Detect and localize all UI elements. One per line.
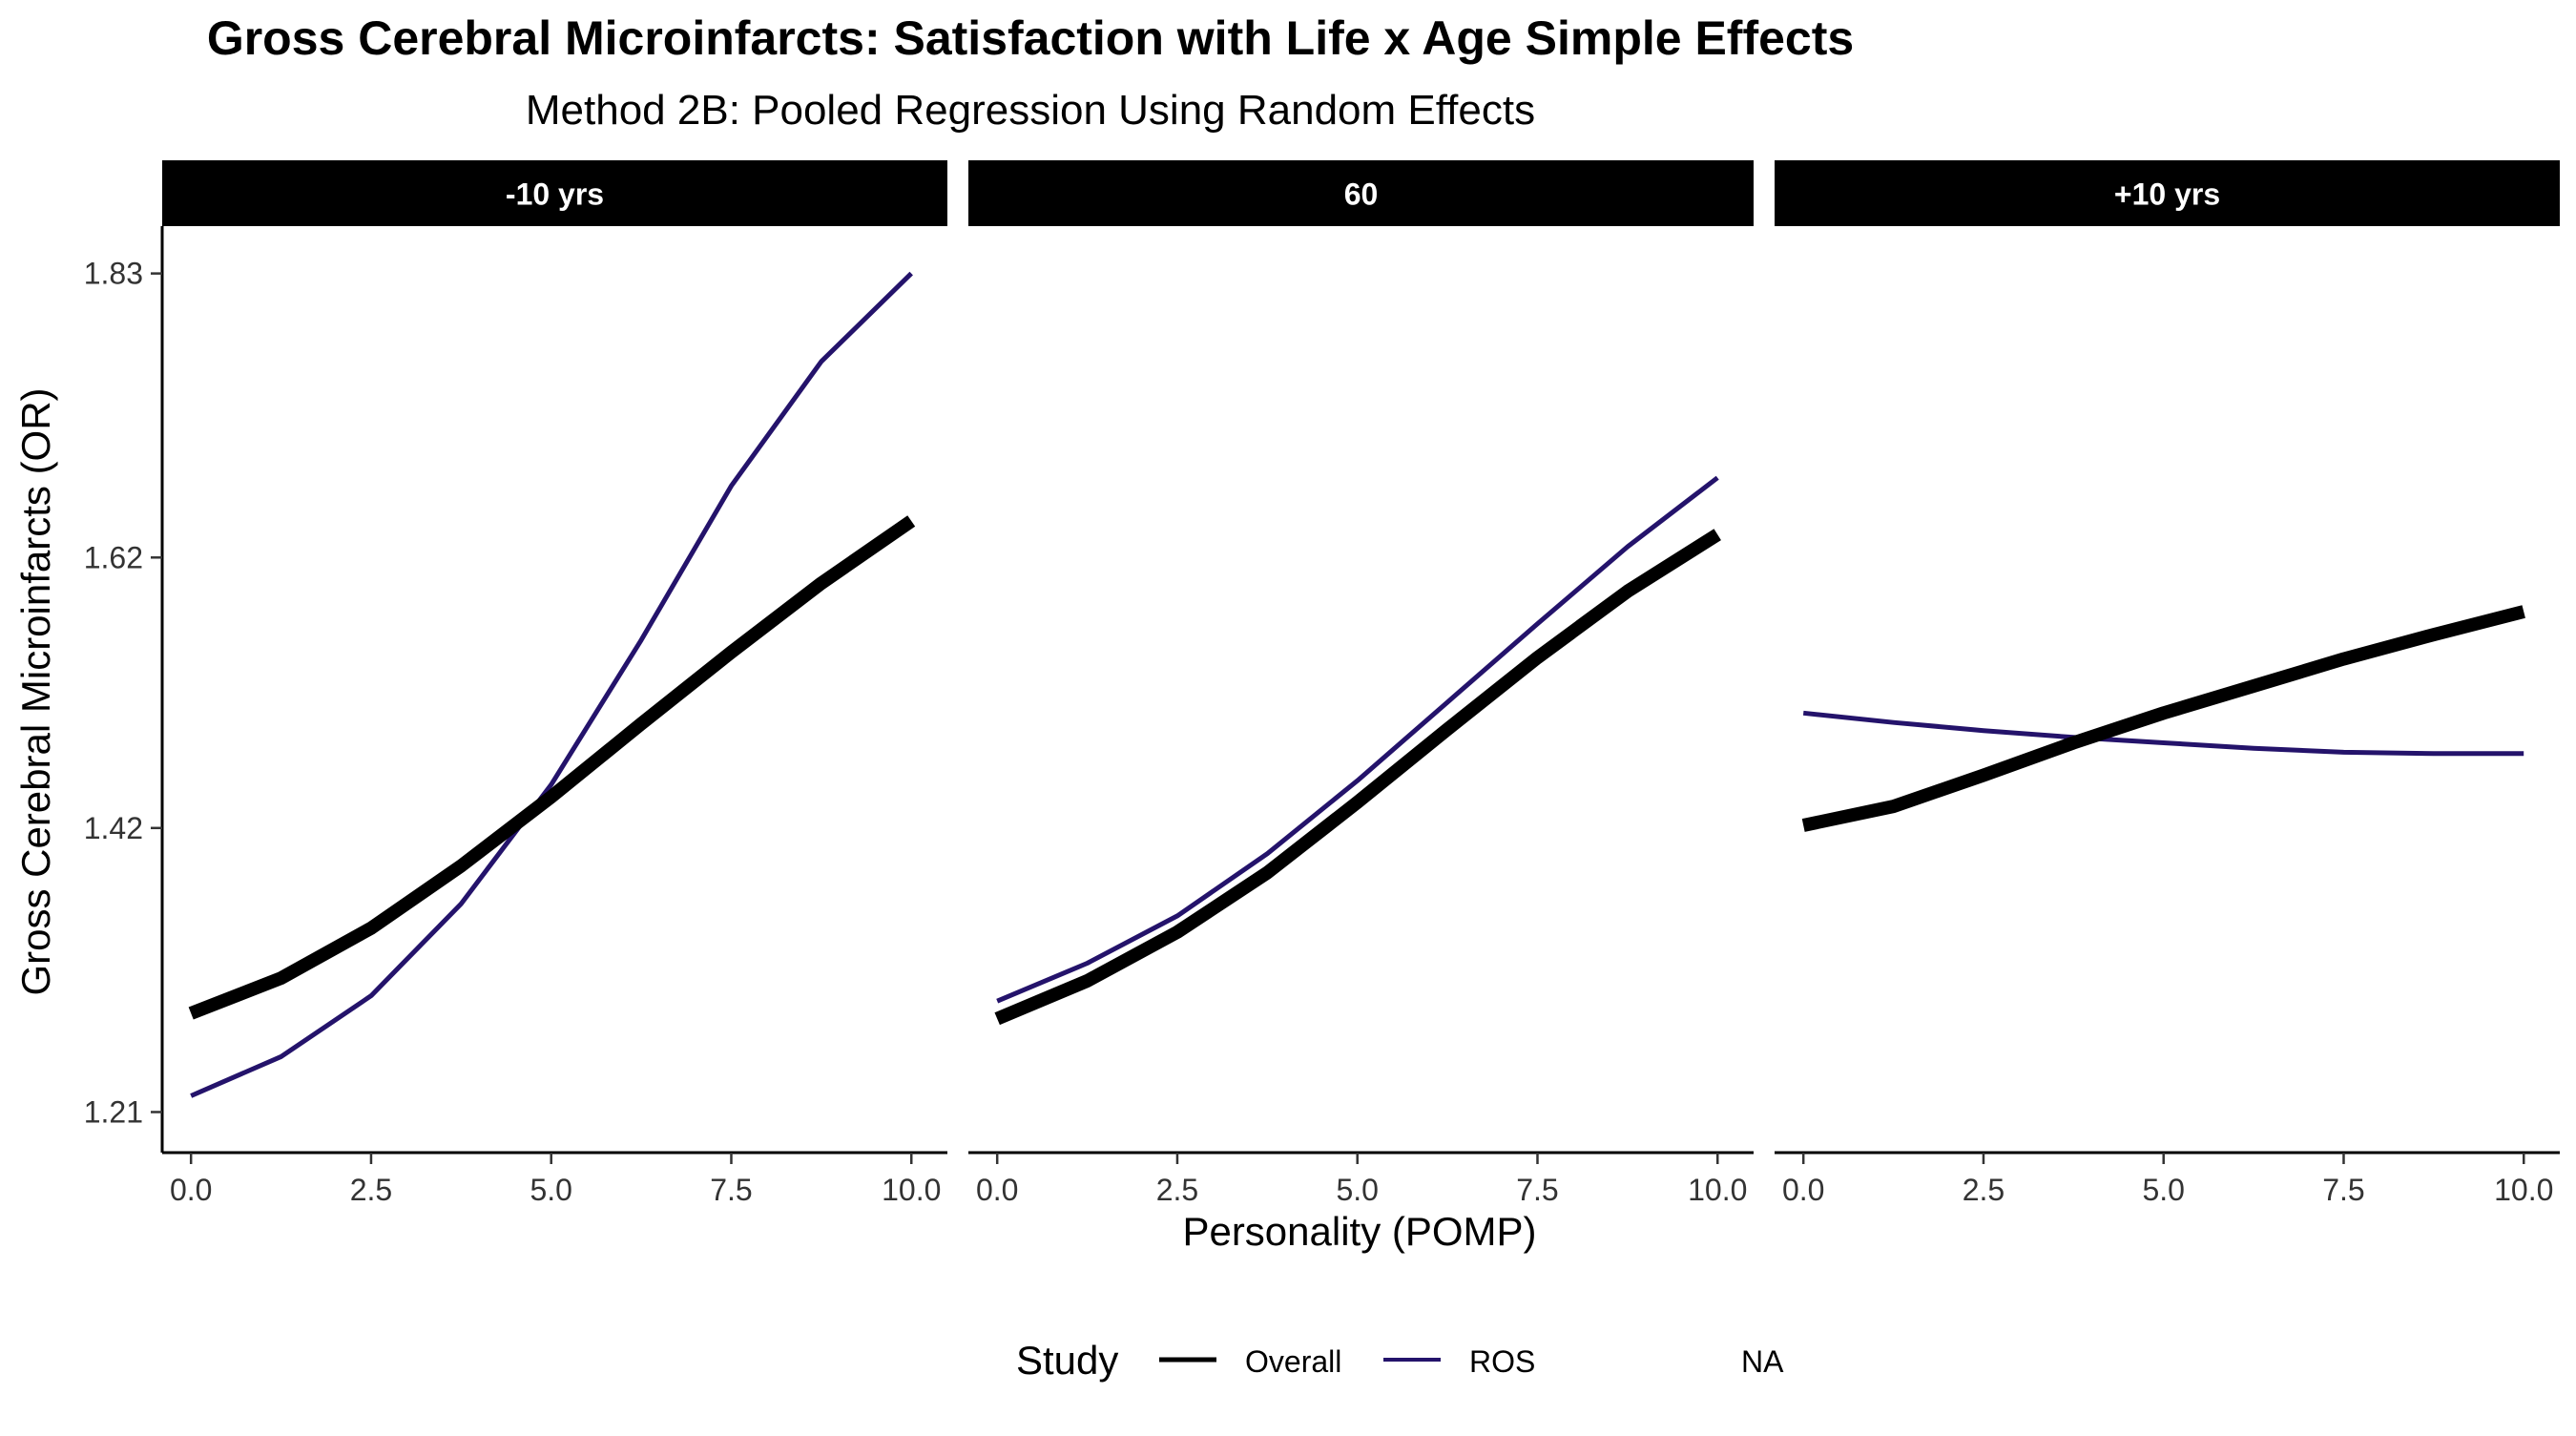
legend: Study Overall ROS NA (1016, 1338, 1784, 1383)
series-line-ros (1802, 710, 2524, 757)
x-tick-label: 2.5 (1156, 1173, 1198, 1207)
facet-panel: +10 yrs 0.0 2.5 5.0 7.5 10.0 (1775, 160, 2560, 1207)
facet-strip (1775, 160, 2560, 226)
series-line-ros (190, 271, 913, 1098)
facet-strip-label: 60 (1344, 177, 1379, 212)
legend-title: Study (1016, 1338, 1118, 1383)
x-tick-label: 7.5 (710, 1173, 752, 1207)
x-axis-label: Personality (POMP) (1182, 1209, 1536, 1254)
y-axis-label: Gross Cerebral Microinfarcts (OR) (13, 387, 58, 995)
facet-strip (162, 160, 947, 226)
x-tick-label: 2.5 (1963, 1173, 2005, 1207)
facet-panels: -10 yrs 0.0 2.5 5.0 7.5 10.0 1.21 1.42 1.62 1.83 6… (84, 160, 2560, 1207)
x-tick-label: 7.5 (2322, 1173, 2364, 1207)
facet-panel: -10 yrs 0.0 2.5 5.0 7.5 10.0 1.21 1.42 1.62 1.83 (84, 160, 947, 1207)
x-tick-label: 5.0 (1336, 1173, 1378, 1207)
series-line-overall (994, 529, 1721, 1026)
x-tick-label: 10.0 (882, 1173, 941, 1207)
facet-strip-label: -10 yrs (506, 177, 604, 212)
facet-strip (968, 160, 1754, 226)
legend-label: NA (1741, 1344, 1784, 1379)
y-tick-label: 1.62 (84, 540, 143, 574)
series-line-ros (996, 475, 1719, 1004)
y-tick-label: 1.21 (84, 1094, 143, 1129)
x-tick-label: 0.0 (976, 1173, 1018, 1207)
x-tick-label: 0.0 (170, 1173, 212, 1207)
facet-panel: 60 0.0 2.5 5.0 7.5 10.0 (968, 160, 1754, 1207)
x-tick-label: 5.0 (2142, 1173, 2184, 1207)
x-tick-label: 10.0 (1688, 1173, 1747, 1207)
x-tick-label: 0.0 (1782, 1173, 1824, 1207)
facet-strip-label: +10 yrs (2114, 177, 2220, 212)
legend-label: Overall (1245, 1344, 1341, 1379)
y-tick-label: 1.42 (84, 811, 143, 845)
x-tick-label: 2.5 (350, 1173, 392, 1207)
x-tick-label: 10.0 (2494, 1173, 2553, 1207)
series-line-overall (1801, 605, 2525, 832)
chart-title: Gross Cerebral Microinfarcts: Satisfacti… (207, 11, 1854, 65)
y-tick-label: 1.83 (84, 257, 143, 291)
legend-entries: Overall ROS NA (1159, 1344, 1784, 1379)
x-tick-label: 7.5 (1516, 1173, 1558, 1207)
chart-subtitle: Method 2B: Pooled Regression Using Rando… (526, 87, 1535, 134)
legend-label: ROS (1469, 1344, 1535, 1379)
x-tick-label: 5.0 (530, 1173, 571, 1207)
series-line-overall (188, 515, 916, 1020)
